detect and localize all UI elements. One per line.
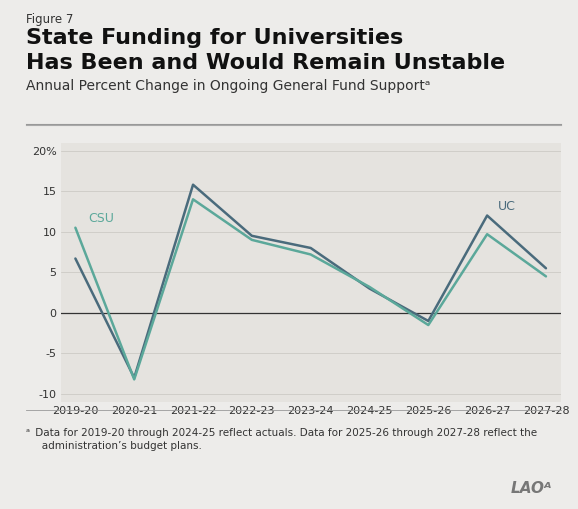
Text: CSU: CSU [88,212,114,225]
Text: Data for 2019-20 through 2024-25 reflect actuals. Data for 2025-26 through 2027-: Data for 2019-20 through 2024-25 reflect… [32,428,537,451]
Text: Has Been and Would Remain Unstable: Has Been and Would Remain Unstable [26,53,505,73]
Text: ᵃ: ᵃ [26,428,30,438]
Text: Annual Percent Change in Ongoing General Fund Supportᵃ: Annual Percent Change in Ongoing General… [26,79,431,93]
Text: UC: UC [498,200,516,213]
Text: Figure 7: Figure 7 [26,13,73,26]
Text: LAOᴬ: LAOᴬ [510,482,552,496]
Text: State Funding for Universities: State Funding for Universities [26,28,403,48]
